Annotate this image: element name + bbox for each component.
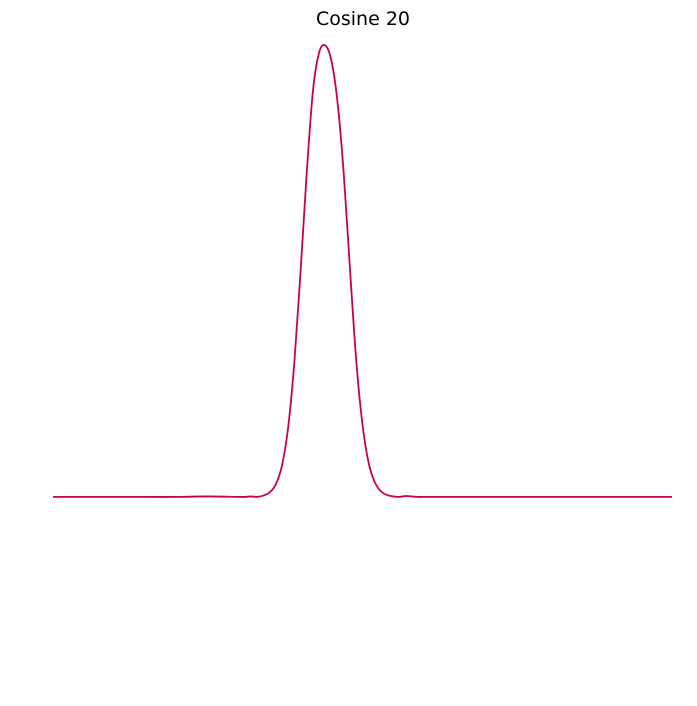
chart-title: Cosine 20 — [316, 8, 410, 30]
series-layer — [53, 44, 672, 498]
series-line-0 — [53, 44, 672, 498]
